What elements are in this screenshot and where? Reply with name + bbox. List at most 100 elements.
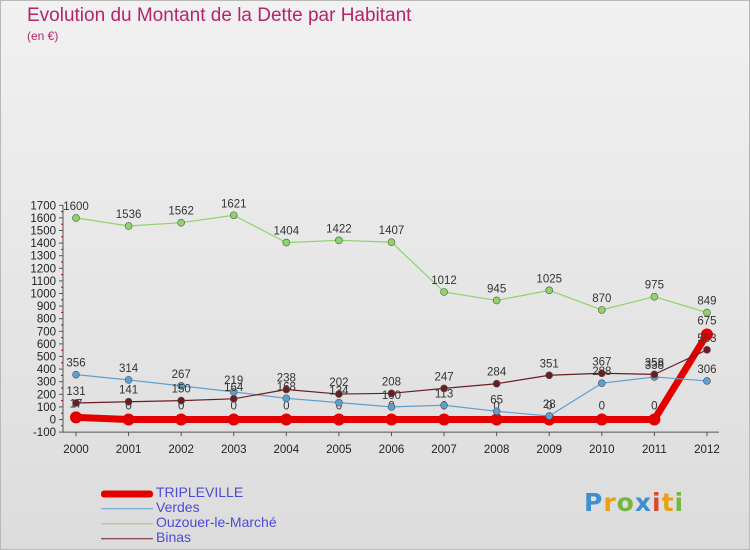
data-point	[703, 308, 711, 317]
data-label: 0	[493, 401, 499, 413]
data-point	[335, 390, 343, 398]
data-point	[335, 236, 343, 245]
data-label: 1407	[379, 225, 405, 237]
data-label: 131	[66, 386, 85, 398]
y-tick-label: 1600	[30, 213, 56, 225]
x-tick-label: 2008	[484, 444, 510, 456]
y-tick-label: 0	[50, 415, 56, 427]
y-tick-label: 400	[37, 364, 56, 376]
data-point	[650, 370, 659, 379]
data-point	[332, 413, 345, 426]
data-label: 1562	[168, 206, 194, 218]
data-point	[227, 413, 240, 426]
data-point	[387, 403, 396, 411]
y-tick-label: 1200	[30, 263, 56, 275]
data-point	[387, 238, 396, 247]
data-label: 164	[224, 382, 244, 394]
data-label: 150	[172, 384, 191, 396]
legend-label: Binas	[156, 529, 192, 545]
data-label: 267	[172, 369, 191, 381]
data-point	[595, 413, 608, 426]
data-label: 945	[487, 283, 506, 295]
data-label: 367	[592, 356, 611, 368]
x-tick-label: 2011	[642, 444, 667, 456]
data-label: 284	[487, 367, 507, 379]
data-label: 351	[540, 358, 559, 370]
data-label: 0	[283, 401, 289, 413]
data-label: 1012	[431, 275, 457, 287]
data-label: 238	[277, 373, 296, 385]
proxiti-logo: Proxiti	[584, 488, 685, 517]
data-point	[545, 371, 554, 380]
data-label: 675	[697, 315, 716, 327]
data-point	[597, 379, 606, 388]
x-tick-label: 2012	[694, 444, 720, 456]
data-point	[72, 214, 80, 222]
data-point	[175, 413, 188, 426]
y-tick-label: 1300	[30, 251, 56, 263]
data-point	[122, 413, 135, 426]
data-label: 975	[645, 280, 664, 292]
legend-swatch	[101, 507, 153, 510]
data-label: 1025	[536, 273, 562, 285]
data-label: 314	[119, 363, 139, 375]
data-label: 202	[329, 377, 348, 389]
data-point	[229, 211, 238, 220]
data-label: 208	[382, 376, 401, 388]
data-label: 1600	[63, 201, 89, 213]
y-tick-label: 100	[37, 402, 56, 414]
y-tick-label: 1500	[30, 226, 56, 238]
legend-label: TRIPLEVILLE	[156, 484, 244, 500]
data-point	[440, 288, 448, 296]
x-tick-label: 2009	[536, 444, 562, 456]
y-tick-label: 1400	[30, 238, 56, 250]
x-tick-label: 2007	[431, 444, 457, 456]
y-tick-label: 600	[37, 339, 56, 351]
data-label: 113	[435, 388, 453, 400]
data-point	[492, 407, 501, 416]
data-point	[387, 389, 396, 398]
data-point	[650, 292, 659, 301]
data-label: 338	[645, 360, 664, 372]
chart-title: Evolution du Montant de la Dette par Hab…	[27, 5, 412, 26]
data-label: 28	[543, 399, 556, 411]
data-point	[177, 396, 185, 405]
data-label: 0	[178, 401, 184, 413]
data-point	[440, 401, 448, 410]
data-point	[280, 413, 293, 426]
data-label: 141	[119, 385, 138, 397]
y-tick-label: 900	[37, 301, 56, 313]
data-label: 0	[651, 401, 657, 413]
data-point	[124, 397, 133, 406]
data-point	[282, 394, 291, 403]
data-point	[700, 328, 713, 341]
legend-swatch	[101, 490, 153, 497]
data-label: 0	[125, 401, 131, 413]
data-point	[703, 346, 711, 354]
x-tick-label: 2004	[274, 444, 300, 456]
data-point	[545, 412, 554, 420]
data-label: 1621	[221, 198, 247, 210]
data-point	[124, 222, 133, 230]
data-point	[545, 286, 554, 295]
y-tick-label: 500	[37, 352, 56, 364]
data-label: 358	[645, 357, 664, 369]
legend-label: Verdes	[156, 499, 200, 515]
y-tick-label: 700	[37, 326, 56, 338]
data-point	[648, 413, 661, 426]
x-tick-label: 2005	[326, 444, 352, 456]
data-point	[438, 413, 451, 426]
data-point	[229, 395, 238, 403]
legend-swatch	[101, 522, 153, 525]
data-label: 65	[490, 394, 503, 406]
data-label: 247	[434, 371, 453, 383]
data-point	[72, 370, 80, 379]
x-tick-label: 2000	[63, 444, 89, 456]
x-tick-label: 2002	[168, 444, 194, 456]
x-tick-label: 2010	[589, 444, 615, 456]
data-label: 849	[697, 296, 716, 308]
y-tick-label: 200	[37, 389, 56, 401]
y-tick-label: 1000	[30, 289, 56, 301]
